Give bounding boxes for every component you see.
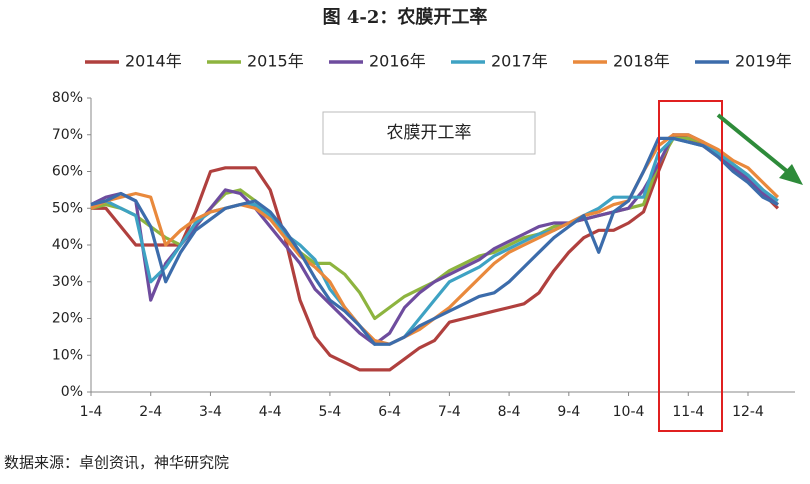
y-tick-label: 20% — [52, 311, 83, 327]
y-tick-label: 50% — [52, 200, 83, 216]
series-line — [90, 136, 779, 346]
x-tick-label: 10-4 — [613, 404, 645, 420]
legend-label: 2014年 — [125, 52, 182, 71]
x-tick-label: 7-4 — [438, 404, 461, 420]
x-tick-label: 6-4 — [378, 404, 401, 420]
x-tick-label: 12-4 — [732, 404, 764, 420]
series-line — [91, 133, 780, 372]
x-tick-label: 8-4 — [498, 404, 521, 420]
x-tick-label: 2-4 — [139, 404, 162, 420]
x-tick-label: 1-4 — [80, 404, 103, 420]
x-tick-label: 9-4 — [557, 404, 580, 420]
series-line — [90, 133, 780, 346]
legend-label: 2019年 — [735, 52, 792, 71]
trend-arrow-head — [779, 164, 803, 185]
source: 数据来源：卓创资讯，神华研究院 — [4, 454, 229, 472]
annotation: 农膜开工率 — [387, 123, 472, 143]
y-tick-label: 40% — [52, 237, 83, 253]
legend-label: 2017年 — [491, 52, 548, 71]
x-tick-label: 5-4 — [318, 404, 341, 420]
legend-label: 2015年 — [247, 52, 304, 71]
annotation-box — [322, 111, 536, 155]
y-tick-label: 80% — [52, 90, 83, 106]
x-tick-label: 11-4 — [672, 404, 704, 420]
chart-title: 图 4-2：农膜开工率 — [323, 6, 488, 28]
trend-arrow — [716, 113, 790, 174]
legend-label: 2016年 — [369, 52, 426, 71]
y-tick-label: 70% — [52, 127, 83, 143]
y-tick-label: 60% — [52, 164, 83, 180]
legend-label: 2018年 — [613, 52, 670, 71]
y-tick-label: 0% — [61, 384, 83, 400]
y-tick-label: 10% — [52, 347, 83, 363]
highlight-box — [658, 100, 723, 432]
x-tick-label: 4-4 — [259, 404, 282, 420]
y-tick-label: 30% — [52, 274, 83, 290]
series-line — [90, 136, 779, 346]
series-line — [90, 133, 779, 346]
x-tick-label: 3-4 — [199, 404, 222, 420]
